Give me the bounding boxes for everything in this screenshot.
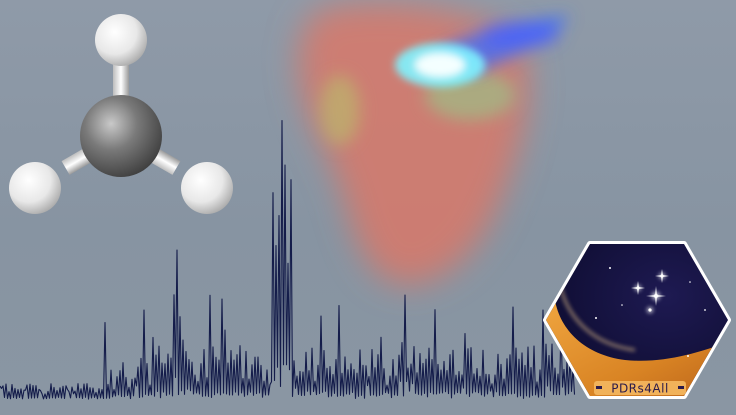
hydrogen-atom-top xyxy=(95,14,147,66)
spectrum-line xyxy=(0,120,576,400)
nebula-core xyxy=(395,43,485,87)
hydrogen-atom-right xyxy=(181,162,233,214)
logo-label: PDRs4All xyxy=(611,382,669,396)
logo-orange-arc xyxy=(546,300,728,396)
logo-label-bar xyxy=(594,381,686,395)
carbon-atom xyxy=(80,95,162,177)
hydrogen-atom-left xyxy=(9,162,61,214)
logo-stars xyxy=(595,267,706,357)
